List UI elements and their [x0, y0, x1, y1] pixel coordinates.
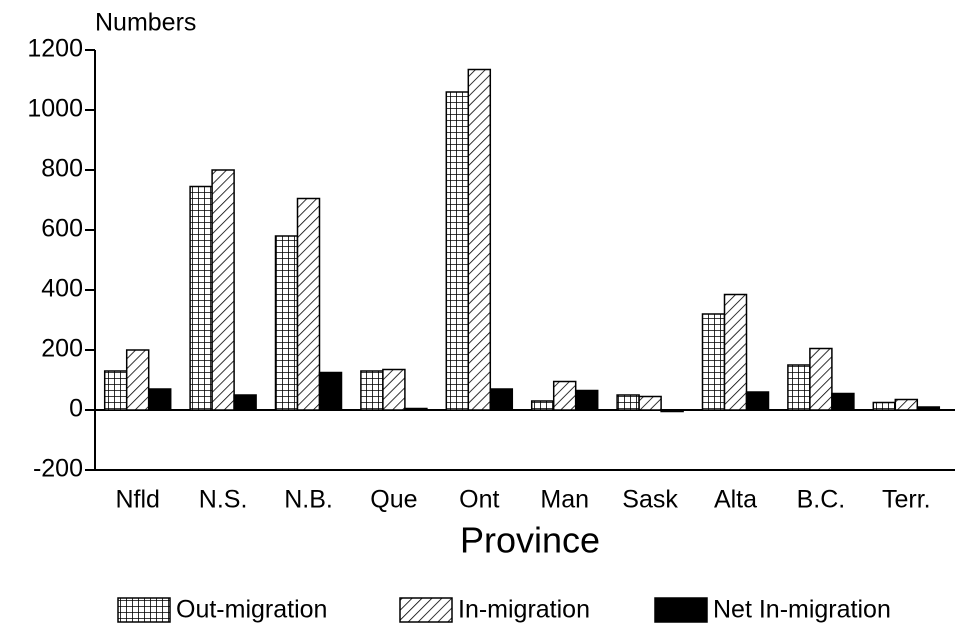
bar [233, 394, 257, 411]
x-tick-label: Ont [459, 486, 499, 514]
y-tick-label: 200 [41, 335, 83, 363]
bar [552, 380, 577, 411]
y-tick-label: 400 [41, 275, 83, 303]
y-tick-label: 800 [41, 155, 83, 183]
y-tick-label: 0 [69, 395, 83, 423]
x-tick-label: Terr. [882, 486, 931, 514]
bar [404, 407, 428, 411]
bar [296, 197, 321, 411]
bar [574, 389, 599, 411]
x-tick-label: Nfld [115, 486, 159, 514]
bar [894, 398, 919, 411]
y-axis-label: Numbers [95, 9, 196, 37]
bar [660, 409, 684, 413]
bar [382, 368, 406, 411]
x-tick-label: N.S. [199, 486, 248, 514]
x-tick-label: Sask [622, 486, 678, 514]
bar [616, 394, 640, 411]
y-tick-label: 1200 [27, 35, 83, 63]
bar [147, 388, 172, 411]
legend-swatch [399, 597, 453, 623]
y-tick-label: -200 [33, 455, 83, 483]
x-tick-label: N.B. [284, 486, 333, 514]
x-axis-label: Province [460, 520, 600, 561]
legend-label: In-migration [458, 596, 590, 624]
bar [125, 349, 150, 411]
legend-label: Net In-migration [713, 596, 891, 624]
bar [274, 235, 299, 411]
bar [211, 169, 235, 411]
bar [360, 370, 384, 411]
bar [189, 185, 213, 411]
bar [787, 364, 811, 411]
bar [638, 395, 662, 411]
y-tick-label: 1000 [27, 95, 83, 123]
bar [701, 313, 726, 411]
bar [872, 401, 897, 411]
bar [809, 347, 833, 411]
bar [530, 400, 555, 411]
bar [445, 91, 470, 411]
bar [916, 406, 941, 411]
bar [318, 371, 343, 411]
x-tick-label: B.C. [797, 486, 846, 514]
y-tick-label: 600 [41, 215, 83, 243]
bar [723, 293, 748, 411]
bar [489, 388, 514, 411]
legend-swatch [117, 597, 171, 623]
bar [103, 370, 128, 411]
x-tick-label: Man [540, 486, 589, 514]
x-tick-label: Alta [714, 486, 757, 514]
legend-label: Out-migration [176, 596, 327, 624]
bar [831, 392, 855, 411]
bar [467, 68, 492, 411]
x-tick-label: Que [370, 486, 417, 514]
legend-swatch [654, 597, 708, 623]
bar [745, 391, 770, 411]
